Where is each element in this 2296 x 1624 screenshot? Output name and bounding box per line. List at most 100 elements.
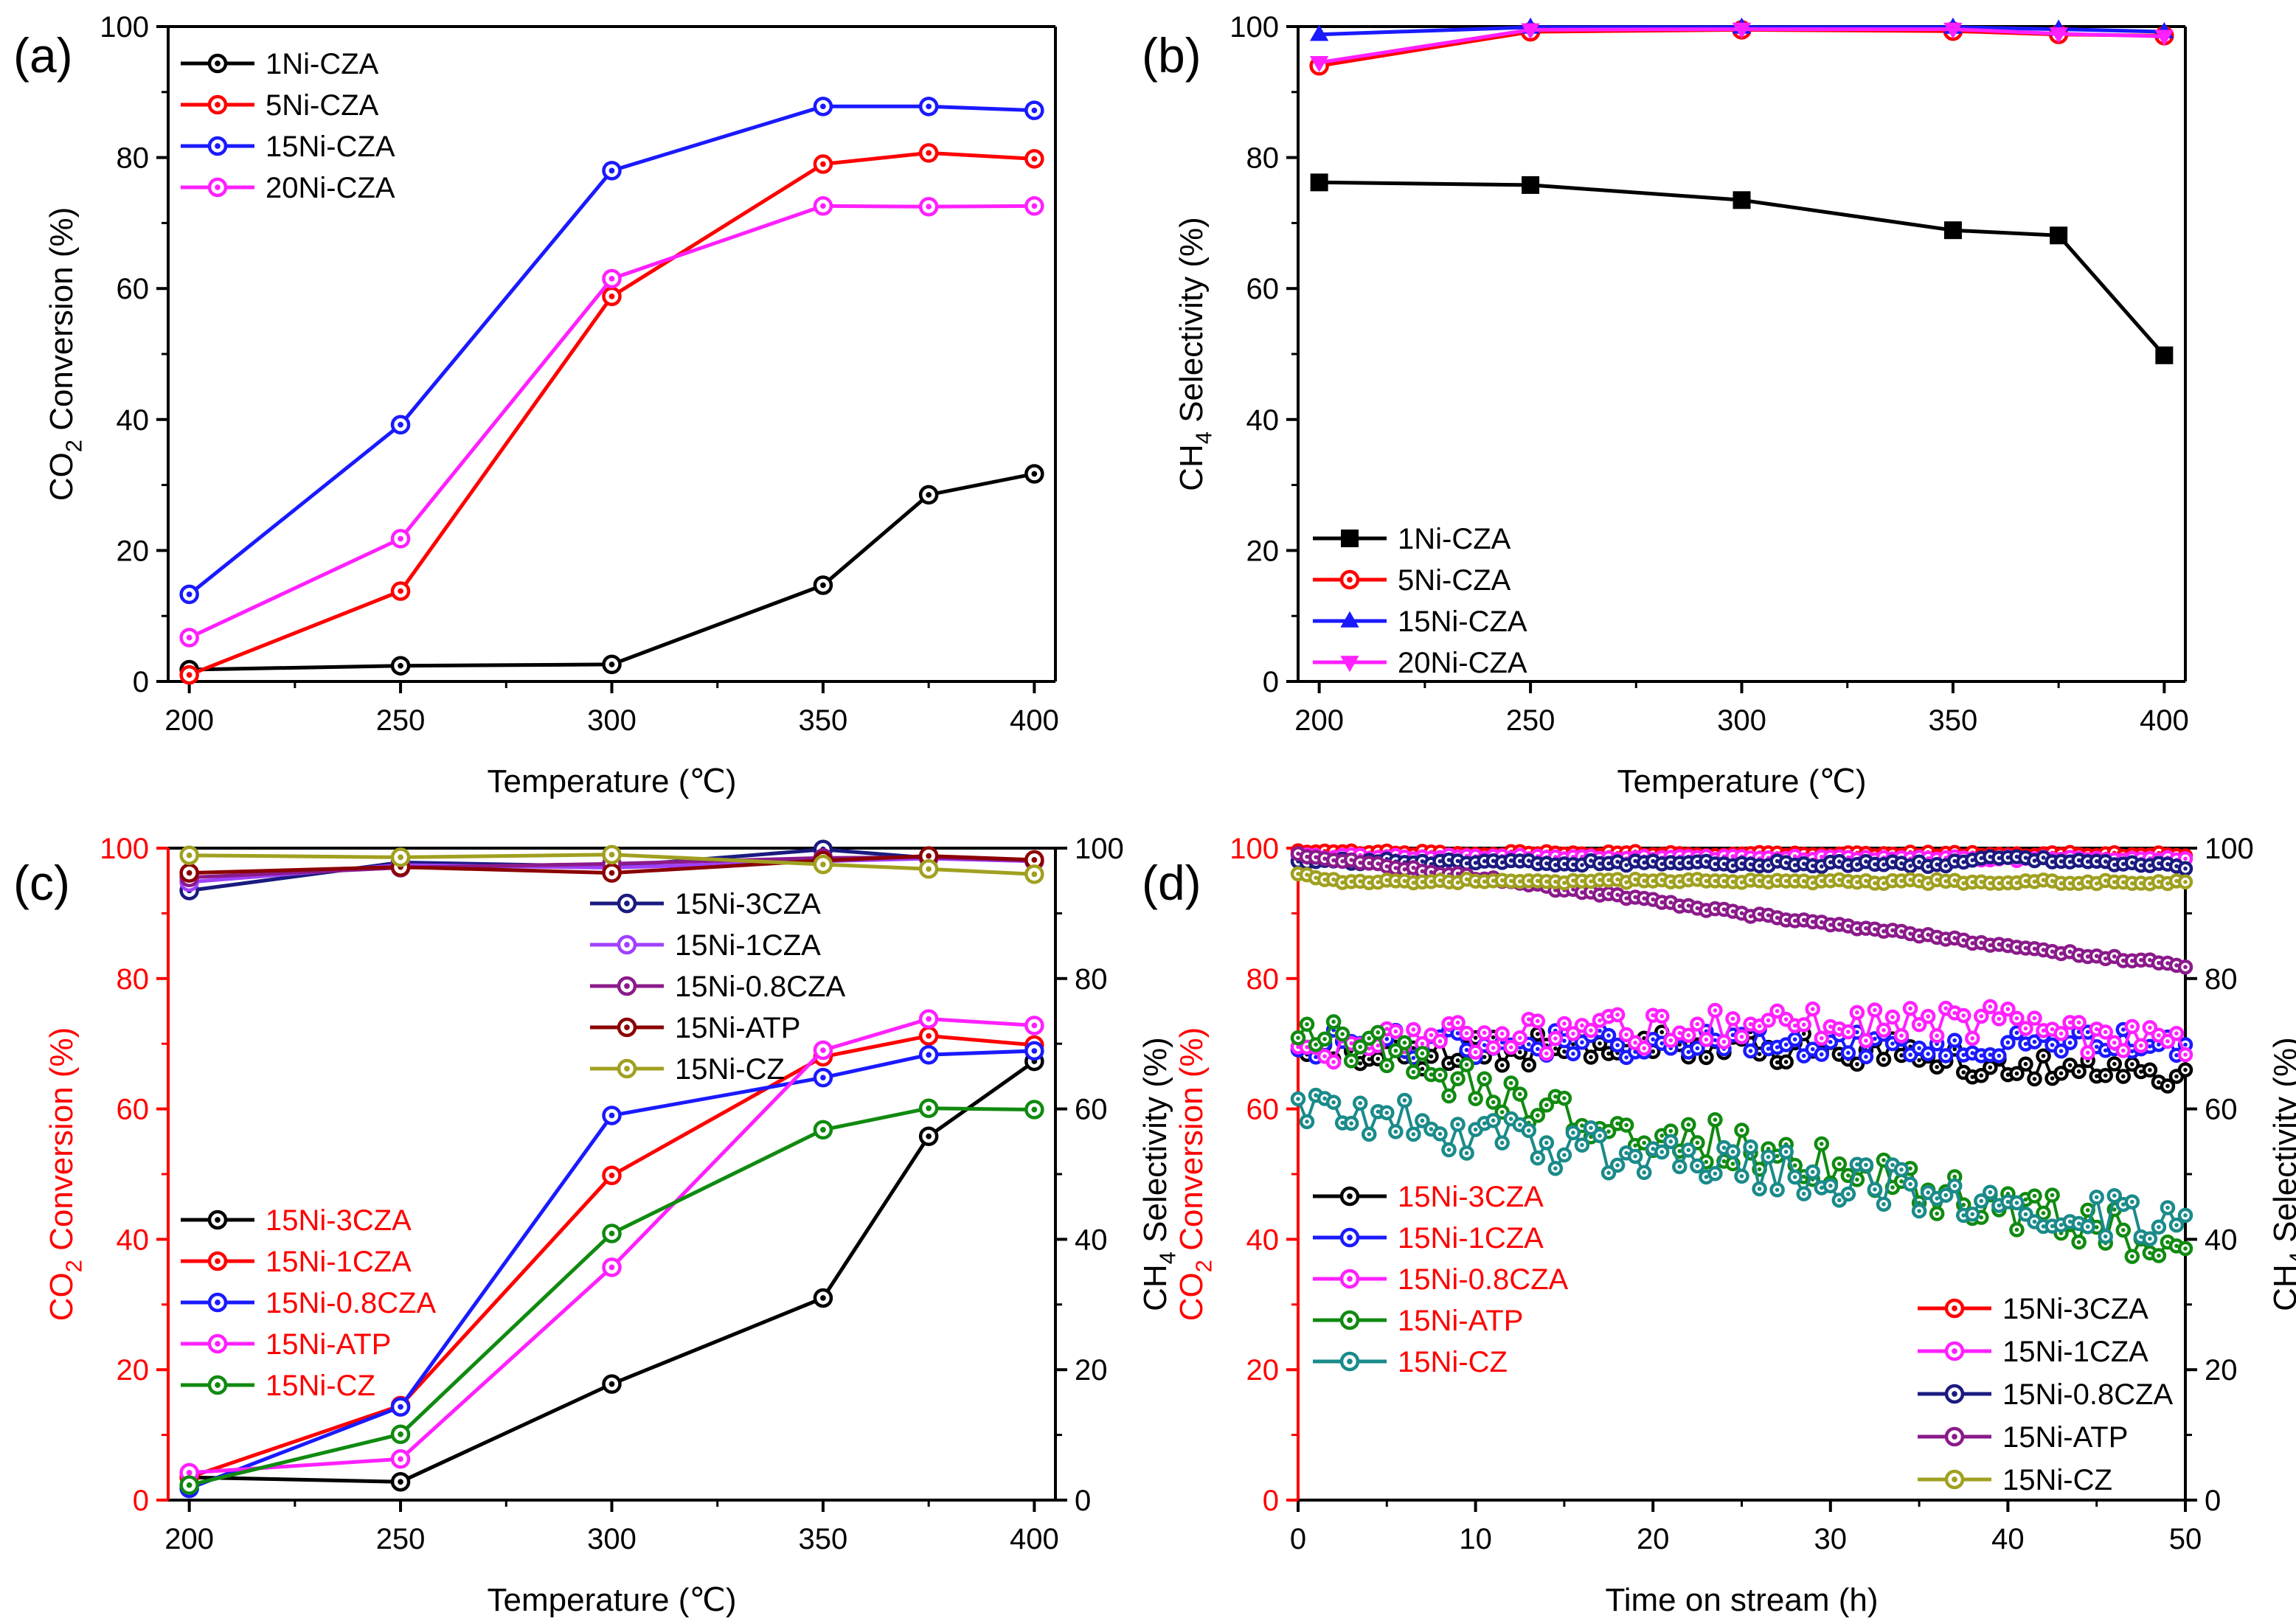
legend-marker-center xyxy=(1347,1235,1353,1240)
data-point xyxy=(1309,56,1329,73)
series-line xyxy=(1297,1094,2187,1240)
data-point-center xyxy=(1828,860,1833,864)
data-point-center xyxy=(2120,1228,2126,1232)
data-point-center xyxy=(1935,1211,1939,1216)
data-point-center xyxy=(1792,878,1797,884)
data-point-center xyxy=(1340,859,1345,864)
legend-marker-center xyxy=(1952,1391,1957,1397)
data-point-center xyxy=(1420,1066,1425,1072)
data-point-center xyxy=(2174,963,2179,968)
data-point-center xyxy=(2094,1074,2099,1078)
data-point-center xyxy=(1952,858,1957,864)
data-point-center xyxy=(2032,879,2037,884)
data-point-center xyxy=(1384,878,1390,883)
legend-item: 15Ni-CZA xyxy=(1313,605,1527,638)
data-point-center xyxy=(2032,1016,2037,1021)
legend-marker-center xyxy=(1347,1276,1353,1282)
legend-item: 15Ni-3CZA xyxy=(1918,1293,2148,1325)
data-point-center xyxy=(1935,862,1939,867)
data-point-center xyxy=(1031,156,1038,162)
data-point-center xyxy=(2103,1030,2108,1035)
legend-marker xyxy=(1341,530,1359,547)
data-point-center xyxy=(1819,854,1824,859)
panel-label: (c) xyxy=(13,856,70,910)
data-point-center xyxy=(2005,1072,2011,1077)
data-point-center xyxy=(1926,932,1930,937)
data-point-center xyxy=(1810,864,1815,868)
data-point-center xyxy=(926,103,932,110)
y-axis-label: CO2 Conversion (%) xyxy=(1173,1027,1216,1322)
data-point-center xyxy=(2139,1235,2143,1239)
data-point-center xyxy=(398,588,403,594)
data-point-center xyxy=(1748,862,1753,867)
data-point-center xyxy=(2067,859,2073,864)
x-tick-label: 350 xyxy=(799,704,848,737)
data-point-center xyxy=(2148,1067,2152,1072)
data-point xyxy=(2155,346,2174,364)
y-tick-label: 0 xyxy=(1263,666,1279,698)
data-point-center xyxy=(1961,1070,1966,1075)
legend-marker-center xyxy=(215,60,221,66)
data-point-center xyxy=(1499,1031,1505,1036)
data-point-center xyxy=(1615,877,1620,882)
data-point-center xyxy=(2094,1044,2099,1049)
data-point-center xyxy=(1446,1094,1452,1098)
data-point-center xyxy=(2085,1208,2090,1212)
data-point-center xyxy=(1935,878,1939,882)
data-point-center xyxy=(1420,869,1425,874)
data-point-center xyxy=(1943,1006,1948,1010)
data-point-center xyxy=(1766,1018,1771,1023)
legend-label: 15Ni-1CZA xyxy=(266,1246,412,1278)
data-point-center xyxy=(1526,1063,1531,1067)
data-point-center xyxy=(1571,1031,1575,1036)
data-point-center xyxy=(2041,856,2046,860)
data-point-center xyxy=(1952,1038,1957,1043)
data-point-center xyxy=(2183,1067,2188,1072)
data-point-center xyxy=(1792,1023,1797,1028)
data-point-center xyxy=(1526,1017,1531,1021)
legend-label: 15Ni-ATP xyxy=(1398,1305,1523,1337)
data-point-center xyxy=(1704,859,1709,864)
data-point-center xyxy=(608,1264,615,1271)
data-point-center xyxy=(1757,864,1762,868)
data-point-center xyxy=(1890,1185,1895,1190)
data-point-center xyxy=(2023,1041,2028,1047)
data-point-center xyxy=(1686,1049,1691,1055)
data-point-center xyxy=(2032,1193,2037,1198)
data-point-center xyxy=(2148,1044,2152,1049)
data-point-center xyxy=(1314,1093,1318,1097)
data-point-center xyxy=(2032,1039,2037,1044)
data-point-center xyxy=(1881,1158,1886,1162)
legend-label: 15Ni-CZ xyxy=(1398,1346,1508,1378)
data-point-center xyxy=(2139,1043,2143,1048)
legend-item: 15Ni-ATP xyxy=(181,1328,391,1361)
data-point-center xyxy=(1659,1150,1665,1154)
data-point-center xyxy=(1819,878,1824,884)
data-point-center xyxy=(2041,948,2046,952)
legend-item: 20Ni-CZA xyxy=(181,172,395,204)
data-point-center xyxy=(1721,907,1727,912)
data-point-center xyxy=(2165,1083,2170,1089)
legend-label: 15Ni-CZA xyxy=(266,131,395,163)
series-15Ni-CZ-left xyxy=(1290,1087,2193,1246)
data-point-center xyxy=(1437,858,1443,864)
data-point-center xyxy=(1562,861,1567,867)
data-point-center xyxy=(2067,1040,2073,1045)
data-point xyxy=(1521,23,1540,40)
data-point-center xyxy=(1615,892,1620,898)
data-point-center xyxy=(1296,851,1300,856)
data-point-center xyxy=(1695,1164,1700,1168)
data-point-center xyxy=(2174,1243,2179,1249)
data-point-center xyxy=(1624,1122,1629,1128)
data-point-center xyxy=(1713,906,1718,911)
data-point-center xyxy=(1881,929,1886,934)
data-point-center xyxy=(1411,881,1416,885)
y-axis-label: CO2 Conversion (%) xyxy=(44,1027,86,1322)
y-tick-label: 20 xyxy=(117,1354,150,1387)
data-point-center xyxy=(2014,1071,2019,1076)
data-point-center xyxy=(2112,954,2117,959)
data-point-center xyxy=(1917,859,1921,864)
data-point-center xyxy=(1624,863,1629,867)
data-point xyxy=(1522,176,1540,194)
data-point-center xyxy=(2174,1053,2179,1058)
